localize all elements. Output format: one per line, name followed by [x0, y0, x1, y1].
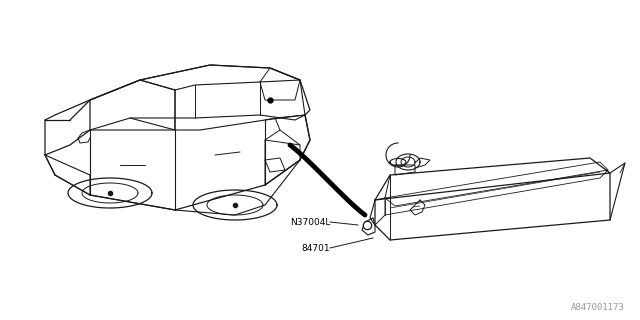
Text: A847001173: A847001173	[572, 303, 625, 312]
Text: N37004L: N37004L	[290, 218, 330, 227]
Text: 84701: 84701	[301, 244, 330, 252]
